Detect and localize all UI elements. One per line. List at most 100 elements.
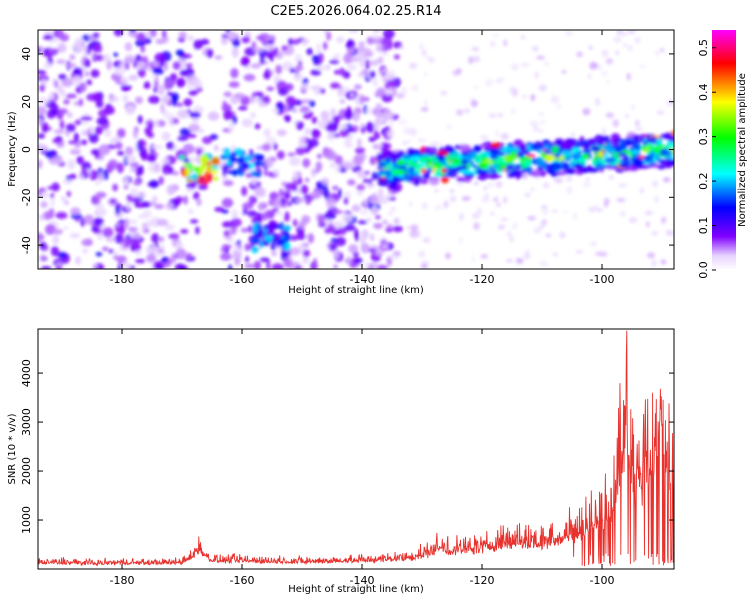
heatmap-cell — [177, 136, 189, 142]
heatmap-cell — [343, 197, 349, 205]
heatmap-cell — [94, 148, 100, 160]
heatmap-cell — [379, 161, 386, 168]
heatmap-cell — [228, 264, 233, 269]
heatmap-cell — [377, 195, 390, 204]
heatmap-cell — [629, 156, 641, 161]
heatmap-cell — [38, 70, 47, 75]
heatmap-cell — [505, 259, 514, 263]
heatmap-cell — [221, 209, 230, 214]
heatmap-cell — [54, 79, 59, 89]
heatmap-cell — [122, 260, 131, 269]
heatmap-cell — [145, 246, 153, 254]
heatmap-cell — [244, 263, 256, 269]
heatmap-cell — [561, 70, 567, 74]
colorbar-tick-label: 0.5 — [697, 39, 710, 57]
heatmap-cell — [360, 209, 369, 215]
heatmap-cell — [263, 95, 271, 105]
heatmap-cell — [646, 221, 650, 228]
heatmap-cell — [640, 145, 647, 150]
heatmap-cell — [398, 118, 407, 126]
colorbar-label: Normalized spectral amplitude — [737, 73, 748, 227]
heatmap-cell — [187, 35, 194, 41]
heatmap-cell — [452, 71, 461, 76]
heatmap-cell — [589, 61, 599, 70]
heatmap-cell — [161, 30, 167, 39]
heatmap-cell — [359, 94, 365, 105]
heatmap-cell — [417, 164, 426, 169]
heatmap-cell — [346, 255, 351, 265]
heatmap-cell — [521, 62, 530, 68]
heatmap-cell — [50, 196, 55, 207]
heatmap-cell — [551, 145, 560, 154]
heatmap-cell — [585, 176, 591, 183]
heatmap-cell — [364, 170, 370, 175]
heatmap-cell — [381, 219, 388, 225]
heatmap-cell — [659, 148, 669, 156]
heatmap-cell — [180, 229, 189, 234]
heatmap-cell — [138, 165, 144, 176]
heatmap-cell — [608, 175, 615, 180]
colorbar-tick-label: 0.0 — [697, 261, 710, 279]
heatmap-cell — [296, 232, 306, 241]
heatmap-cell — [262, 211, 268, 221]
heatmap-cell — [336, 36, 345, 43]
heatmap-cell — [587, 138, 596, 145]
heatmap-cell — [232, 38, 240, 48]
heatmap-cell — [375, 103, 383, 111]
heatmap-cell — [294, 53, 303, 64]
heatmap-cell — [139, 62, 146, 67]
heatmap-cell — [382, 68, 386, 73]
heatmap-cell — [52, 235, 60, 245]
heatmap-cell — [38, 232, 44, 243]
heatmap-cell — [127, 219, 138, 224]
snr-panel: -180 -160 -140 -120 -100 1000 2000 3000 4000 He… — [7, 328, 675, 595]
heatmap-cell — [582, 108, 591, 116]
heatmap-cell — [425, 151, 438, 155]
heatmap-cell — [628, 216, 638, 224]
heatmap-cell — [371, 208, 379, 216]
heatmap-cell — [432, 163, 444, 169]
heatmap-cell — [401, 86, 408, 95]
spectrogram-y-ticks: -40 -20 0 20 40 — [20, 47, 674, 254]
heatmap-cell — [184, 167, 191, 177]
heatmap-cell — [513, 222, 518, 226]
heatmap-cell — [511, 108, 516, 115]
heatmap-cell — [662, 177, 671, 183]
heatmap-cell — [474, 181, 479, 185]
heatmap-cell — [244, 154, 253, 162]
heatmap-cell — [213, 176, 219, 181]
heatmap-cell — [311, 129, 321, 139]
heatmap-cell — [58, 108, 68, 115]
heatmap-cell — [376, 155, 386, 162]
heatmap-cell — [72, 42, 84, 54]
heatmap-cell — [480, 254, 489, 259]
heatmap-cell — [347, 179, 356, 186]
heatmap-cell — [511, 168, 520, 176]
heatmap-cell — [379, 118, 383, 126]
heatmap-cell — [471, 55, 481, 63]
heatmap-cell — [361, 229, 369, 240]
heatmap-cell — [379, 173, 387, 177]
heatmap-cell — [114, 141, 123, 150]
heatmap-cell — [157, 84, 165, 96]
heatmap-cell — [357, 170, 368, 179]
heatmap-cell — [40, 266, 52, 269]
heatmap-cell — [515, 257, 524, 264]
heatmap-cell — [283, 190, 292, 200]
heatmap-cell — [265, 231, 275, 236]
heatmap-cell — [81, 84, 86, 91]
heatmap-cell — [539, 120, 546, 125]
heatmap-cell — [93, 217, 104, 226]
heatmap-cell — [473, 222, 480, 231]
heatmap-cell — [333, 53, 342, 58]
heatmap-cell — [357, 220, 368, 225]
heatmap-cell — [666, 142, 674, 149]
heatmap-cell — [670, 130, 674, 136]
heatmap-cell — [199, 164, 205, 173]
heatmap-cell — [254, 123, 261, 130]
heatmap-cell — [338, 67, 346, 76]
heatmap-cell — [143, 84, 151, 89]
heatmap-cell — [430, 157, 439, 162]
heatmap-cell — [47, 185, 59, 190]
heatmap-cell — [278, 188, 285, 198]
